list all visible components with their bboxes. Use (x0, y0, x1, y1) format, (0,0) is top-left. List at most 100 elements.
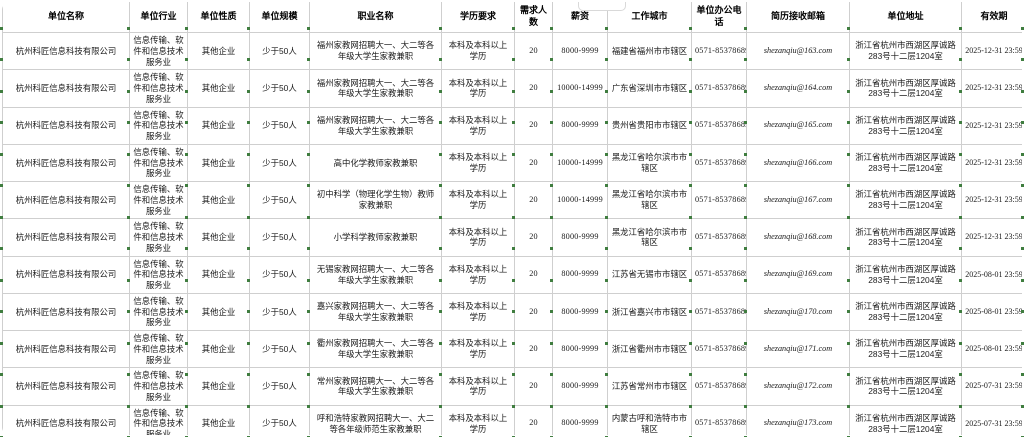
cell-phone: 0571-85378689 (691, 367, 747, 406)
cell-address: 浙江省杭州市西湖区厚诚路283号十二层1204室 (849, 106, 962, 145)
table-row[interactable]: 杭州科匠信息科技有限公司 信息传输、软件和信息技术服务业 其他企业 少于50人 小学科学… (2, 218, 1022, 257)
cell-industry: 信息传输、软件和信息技术服务业 (129, 255, 188, 294)
cell-industry: 信息传输、软件和信息技术服务业 (129, 180, 188, 220)
cell-email: shezanqiu@163.com (746, 31, 850, 71)
cell-address: 浙江省杭州市西湖区厚诚路283号十二层1204室 (849, 255, 962, 294)
cell-job-title: 呼和浩特家教网招聘大一、大二等各年级师范生家教兼职 (309, 404, 442, 435)
cell-phone: 0571-85378689 (691, 69, 747, 108)
cell-city: 江苏省常州市市辖区 (607, 367, 692, 406)
cell-nature: 其他企业 (187, 31, 250, 71)
table-row[interactable]: 杭州科匠信息科技有限公司 信息传输、软件和信息技术服务业 其他企业 少于50人 福州家教… (2, 106, 1022, 145)
column-header[interactable]: 需求人数 (514, 2, 553, 33)
cell-valid-until: 2025-12-31 23:59 (961, 106, 1022, 145)
cell-valid-until: 2025-08-01 23:59 (961, 292, 1022, 332)
cell-scale: 少于50人 (249, 180, 310, 220)
cell-job-title: 高中化学教师家教兼职 (309, 143, 442, 183)
table-row[interactable]: 杭州科匠信息科技有限公司 信息传输、软件和信息技术服务业 其他企业 少于50人 无锡家教… (2, 255, 1022, 294)
cell-headcount: 20 (514, 218, 553, 257)
cell-valid-until: 2025-08-01 23:59 (961, 255, 1022, 294)
cell-industry: 信息传输、软件和信息技术服务业 (129, 292, 188, 332)
cell-industry: 信息传输、软件和信息技术服务业 (129, 31, 188, 71)
cell-company: 杭州科匠信息科技有限公司 (2, 180, 130, 220)
column-header[interactable]: 单位规模 (249, 2, 310, 33)
cell-city: 黑龙江省哈尔滨市市辖区 (607, 180, 692, 220)
cell-city: 浙江省嘉兴市市辖区 (607, 292, 692, 332)
cell-city: 黑龙江省哈尔滨市市辖区 (607, 218, 692, 257)
cell-nature: 其他企业 (187, 180, 250, 220)
cell-job-title: 福州家教网招聘大一、大二等各年级大学生家教兼职 (309, 69, 442, 108)
column-header[interactable]: 工作城市 (607, 2, 692, 33)
cell-valid-until: 2025-12-31 23:59 (961, 69, 1022, 108)
cell-education: 本科及本科以上学历 (441, 329, 515, 369)
cell-phone: 0571-85378689 (691, 404, 747, 435)
cell-headcount: 20 (514, 106, 553, 145)
cell-education: 本科及本科以上学历 (441, 367, 515, 406)
cell-job-title: 嘉兴家教网招聘大一、大二等各年级大学生家教兼职 (309, 292, 442, 332)
cell-city: 福建省福州市市辖区 (607, 31, 692, 71)
cell-salary: 10000-14999 (552, 69, 608, 108)
cell-job-title: 常州家教网招聘大一、大二等各年级大学生家教兼职 (309, 367, 442, 406)
column-header[interactable]: 简历接收邮箱 (746, 2, 850, 33)
column-header[interactable]: 单位办公电话 (691, 2, 747, 33)
cell-salary: 10000-14999 (552, 143, 608, 183)
cell-email: shezanqiu@165.com (746, 106, 850, 145)
table-row[interactable]: 杭州科匠信息科技有限公司 信息传输、软件和信息技术服务业 其他企业 少于50人 呼和浩特… (2, 404, 1022, 435)
cell-address: 浙江省杭州市西湖区厚诚路283号十二层1204室 (849, 218, 962, 257)
cell-email: shezanqiu@164.com (746, 69, 850, 108)
cell-headcount: 20 (514, 404, 553, 435)
column-header[interactable]: 单位地址 (849, 2, 962, 33)
cell-industry: 信息传输、软件和信息技术服务业 (129, 69, 188, 108)
cell-nature: 其他企业 (187, 143, 250, 183)
table-row[interactable]: 杭州科匠信息科技有限公司 信息传输、软件和信息技术服务业 其他企业 少于50人 高中化学… (2, 143, 1022, 183)
column-header[interactable]: 单位名称 (2, 2, 130, 33)
cell-industry: 信息传输、软件和信息技术服务业 (129, 106, 188, 145)
table-row[interactable]: 杭州科匠信息科技有限公司 信息传输、软件和信息技术服务业 其他企业 少于50人 常州家教… (2, 367, 1022, 406)
cell-nature: 其他企业 (187, 329, 250, 369)
column-header[interactable]: 学历要求 (441, 2, 515, 33)
cell-phone: 0571-85378689 (691, 218, 747, 257)
cell-job-title: 无锡家教网招聘大一、大二等各年级大学生家教兼职 (309, 255, 442, 294)
table-row[interactable]: 杭州科匠信息科技有限公司 信息传输、软件和信息技术服务业 其他企业 少于50人 福州家教… (2, 69, 1022, 108)
cell-headcount: 20 (514, 367, 553, 406)
cell-city: 广东省深圳市市辖区 (607, 69, 692, 108)
cell-company: 杭州科匠信息科技有限公司 (2, 255, 130, 294)
column-header[interactable]: 职业名称 (309, 2, 442, 33)
cell-headcount: 20 (514, 255, 553, 294)
cell-email: shezanqiu@169.com (746, 255, 850, 294)
cell-address: 浙江省杭州市西湖区厚诚路283号十二层1204室 (849, 404, 962, 435)
cell-phone: 0571-85378689 (691, 31, 747, 71)
cell-industry: 信息传输、软件和信息技术服务业 (129, 218, 188, 257)
cell-scale: 少于50人 (249, 143, 310, 183)
column-header[interactable]: 单位性质 (187, 2, 250, 33)
cell-address: 浙江省杭州市西湖区厚诚路283号十二层1204室 (849, 180, 962, 220)
cell-salary: 8000-9999 (552, 292, 608, 332)
cell-email: shezanqiu@168.com (746, 218, 850, 257)
column-header[interactable]: 单位行业 (129, 2, 188, 33)
cell-valid-until: 2025-07-31 23:59 (961, 404, 1022, 435)
cell-nature: 其他企业 (187, 218, 250, 257)
cell-company: 杭州科匠信息科技有限公司 (2, 404, 130, 435)
cell-headcount: 20 (514, 180, 553, 220)
column-header[interactable]: 有效期 (961, 2, 1022, 33)
table-header-row: 单位名称 单位行业 单位性质 单位规模 职业名称 学历要求 需求人数 薪资 工作城市 单位办公电话… (2, 2, 1022, 33)
table-header: 单位名称 单位行业 单位性质 单位规模 职业名称 学历要求 需求人数 薪资 工作城市 单位办公电话… (2, 2, 1022, 33)
cell-company: 杭州科匠信息科技有限公司 (2, 329, 130, 369)
cell-valid-until: 2025-12-31 23:59 (961, 180, 1022, 220)
cell-scale: 少于50人 (249, 255, 310, 294)
cell-company: 杭州科匠信息科技有限公司 (2, 31, 130, 71)
cell-job-title: 初中科学（物理化学生物）教师家教兼职 (309, 180, 442, 220)
cell-headcount: 20 (514, 31, 553, 71)
table-row[interactable]: 杭州科匠信息科技有限公司 信息传输、软件和信息技术服务业 其他企业 少于50人 初中科学… (2, 180, 1022, 220)
cell-city: 贵州省贵阳市市辖区 (607, 106, 692, 145)
cell-phone: 0571-85378689 (691, 180, 747, 220)
cell-salary: 10000-14999 (552, 180, 608, 220)
table-row[interactable]: 杭州科匠信息科技有限公司 信息传输、软件和信息技术服务业 其他企业 少于50人 福州家教… (2, 31, 1022, 71)
cell-valid-until: 2025-12-31 23:59 (961, 143, 1022, 183)
cell-salary: 8000-9999 (552, 367, 608, 406)
cell-salary: 8000-9999 (552, 218, 608, 257)
table-row[interactable]: 杭州科匠信息科技有限公司 信息传输、软件和信息技术服务业 其他企业 少于50人 嘉兴家教… (2, 292, 1022, 332)
cell-industry: 信息传输、软件和信息技术服务业 (129, 329, 188, 369)
cell-address: 浙江省杭州市西湖区厚诚路283号十二层1204室 (849, 69, 962, 108)
table-row[interactable]: 杭州科匠信息科技有限公司 信息传输、软件和信息技术服务业 其他企业 少于50人 衢州家教… (2, 329, 1022, 369)
cell-company: 杭州科匠信息科技有限公司 (2, 106, 130, 145)
